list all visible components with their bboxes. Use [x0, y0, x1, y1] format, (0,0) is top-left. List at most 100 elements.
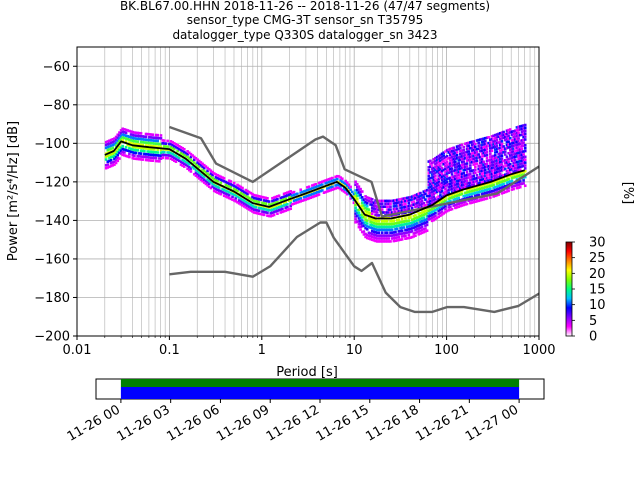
psd-cell — [149, 139, 153, 142]
psd-cell — [475, 150, 479, 154]
psd-cell — [294, 193, 298, 196]
psd-cell — [367, 225, 371, 229]
psd-cell — [494, 168, 497, 172]
psd-cell — [420, 202, 424, 206]
psd-cell — [114, 158, 118, 162]
psd-cell — [124, 145, 128, 149]
psd-cell — [174, 157, 178, 161]
psd-cell — [462, 200, 466, 204]
psd-cell — [156, 133, 159, 137]
psd-cell — [104, 163, 108, 167]
psd-cell — [459, 167, 462, 170]
psd-cell — [244, 191, 248, 195]
psd-cell — [447, 208, 451, 212]
psd-cell — [464, 154, 467, 157]
psd-cell — [442, 160, 446, 163]
psd-cell — [452, 186, 456, 190]
psd-cell — [397, 218, 401, 222]
psd-cell — [276, 203, 279, 207]
psd-cell — [500, 148, 504, 152]
psd-cell — [169, 140, 173, 143]
psd-cell — [500, 151, 504, 155]
psd-cell — [513, 167, 517, 170]
psd-cell — [430, 164, 434, 168]
psd-cell — [445, 189, 449, 193]
psd-cell — [440, 198, 444, 202]
psd-cell — [442, 200, 446, 204]
psd-cell — [419, 214, 422, 218]
psd-cell — [399, 223, 402, 227]
psd-cell — [465, 168, 469, 171]
psd-cell — [503, 179, 507, 182]
psd-cell — [502, 182, 505, 186]
psd-cell — [490, 172, 494, 176]
psd-cell — [359, 228, 362, 231]
psd-cell — [435, 196, 439, 199]
psd-cell — [221, 187, 224, 191]
psd-cell — [331, 188, 334, 191]
psd-cell — [166, 139, 169, 143]
psd-cell — [134, 143, 138, 146]
psd-cell — [402, 231, 406, 235]
psd-cell — [485, 159, 489, 163]
psd-cell — [495, 170, 499, 174]
psd-cell — [472, 183, 475, 187]
psd-cell — [422, 222, 426, 225]
psd-cell — [108, 159, 111, 163]
psd-cell — [517, 154, 520, 158]
psd-cell — [176, 149, 179, 153]
psd-cell — [387, 240, 391, 243]
psd-cell — [176, 158, 179, 162]
psd-cell — [335, 183, 339, 187]
psd-cell — [460, 181, 464, 184]
psd-cell — [104, 166, 108, 170]
psd-cell — [449, 199, 452, 203]
psd-cell — [189, 155, 193, 159]
psd-cell — [513, 132, 517, 135]
psd-cell — [402, 208, 406, 212]
psd-cell — [354, 206, 357, 210]
psd-cell — [389, 222, 392, 226]
timeline-tick-label: 11-26 21 — [413, 402, 471, 444]
psd-cell — [407, 222, 411, 225]
psd-cell — [469, 161, 472, 164]
psd-cell — [261, 213, 264, 216]
psd-cell — [143, 155, 146, 159]
psd-cell — [266, 199, 269, 203]
psd-cell — [111, 164, 115, 167]
psd-cell — [359, 187, 362, 191]
psd-cell — [489, 161, 492, 165]
psd-cell — [173, 156, 176, 160]
psd-cell — [508, 142, 512, 146]
psd-cell — [354, 192, 357, 195]
psd-cell — [372, 218, 376, 222]
psd-cell — [480, 166, 484, 170]
psd-cell — [216, 188, 219, 192]
timeline-tick-label: 11-26 18 — [363, 402, 421, 444]
psd-cell — [156, 148, 159, 151]
psd-cell — [384, 211, 387, 214]
psd-cell — [374, 228, 377, 231]
psd-cell — [470, 201, 474, 204]
psd-cell — [106, 154, 110, 158]
psd-cell — [345, 192, 349, 196]
psd-cell — [231, 195, 234, 199]
psd-cell — [349, 185, 352, 189]
colorbar-label: [%] — [620, 182, 635, 205]
psd-cell — [484, 191, 487, 195]
psd-cell — [465, 202, 469, 206]
psd-cell — [354, 203, 357, 207]
psd-cell — [202, 178, 206, 181]
psd-cell — [375, 208, 379, 211]
psd-cell — [404, 208, 407, 212]
psd-cell — [106, 145, 110, 149]
psd-cell — [214, 173, 218, 176]
psd-cell — [364, 235, 367, 239]
psd-cell — [367, 211, 371, 214]
psd-cell — [222, 177, 226, 180]
y-tick-label: −140 — [34, 214, 70, 229]
psd-cell — [449, 205, 452, 209]
psd-cell — [449, 208, 452, 211]
x-tick-label: 0.01 — [63, 343, 92, 358]
